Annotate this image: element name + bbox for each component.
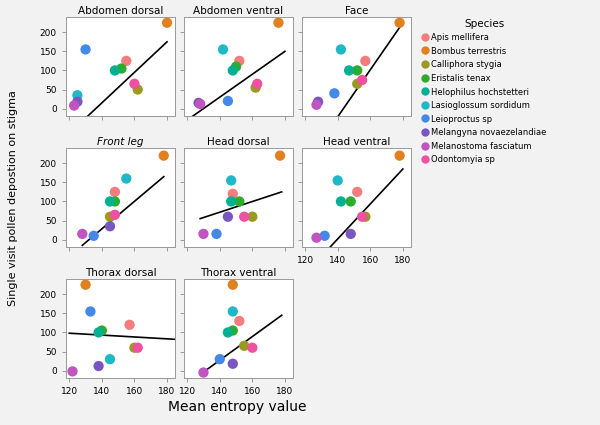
Point (329, 90, 339, 97)
Point (199, 230, 208, 237)
Point (89, 232, 98, 239)
Point (235, 317, 244, 324)
Point (73, 98, 82, 105)
Point (116, 65, 126, 72)
Point (228, 190, 238, 197)
Point (94, 329, 103, 336)
Point (248, 344, 257, 351)
Point (215, 356, 224, 363)
Point (133, 344, 142, 351)
Point (94, 363, 103, 369)
Title: Abdomen ventral: Abdomen ventral (193, 6, 284, 16)
Title: Thorax ventral: Thorax ventral (200, 268, 277, 278)
Point (105, 356, 115, 363)
Point (68, 368, 77, 375)
Title: Head ventral: Head ventral (323, 137, 390, 147)
Point (110, 67, 119, 74)
Point (226, 177, 236, 184)
Point (110, 211, 119, 218)
Point (358, 213, 367, 220)
Point (121, 175, 131, 182)
Point (105, 198, 115, 205)
Point (235, 57, 244, 64)
Point (226, 198, 236, 205)
Point (352, 80, 362, 87)
Point (248, 213, 257, 220)
Point (251, 84, 260, 91)
Title: Face: Face (345, 6, 368, 16)
Point (86, 308, 95, 315)
Point (81, 46, 91, 53)
Point (253, 80, 262, 87)
Point (361, 213, 370, 220)
Point (105, 223, 115, 230)
Title: Abdomen dorsal: Abdomen dorsal (78, 6, 163, 16)
Point (346, 230, 356, 237)
Text: Mean entropy value: Mean entropy value (168, 400, 306, 414)
Point (223, 98, 233, 105)
Point (228, 327, 238, 334)
Point (125, 321, 134, 328)
Point (77, 230, 87, 237)
Point (361, 57, 370, 64)
Point (346, 198, 356, 205)
Point (70, 102, 79, 109)
Point (275, 152, 285, 159)
Point (311, 234, 321, 241)
Point (239, 343, 249, 349)
Point (130, 80, 139, 87)
Point (81, 281, 91, 288)
Point (395, 152, 404, 159)
Point (110, 198, 119, 205)
Point (320, 232, 329, 239)
Point (344, 67, 354, 74)
Point (110, 189, 119, 196)
Point (336, 46, 346, 53)
Point (223, 213, 233, 220)
Point (395, 19, 404, 26)
Point (228, 308, 238, 315)
Point (235, 198, 244, 205)
Point (274, 19, 283, 26)
Point (133, 86, 142, 93)
Point (228, 281, 238, 288)
Point (228, 67, 238, 74)
Point (358, 76, 367, 83)
Point (196, 101, 205, 108)
Point (336, 198, 346, 205)
Point (199, 369, 208, 376)
Text: Single visit pollen depostion on stigma: Single visit pollen depostion on stigma (8, 90, 18, 306)
Point (311, 102, 321, 108)
Point (105, 213, 115, 220)
Title: Head dorsal: Head dorsal (207, 137, 270, 147)
Point (333, 177, 343, 184)
Title: Thorax dorsal: Thorax dorsal (85, 268, 157, 278)
Point (228, 360, 238, 367)
Point (194, 99, 203, 106)
Point (97, 327, 107, 334)
Point (352, 67, 362, 74)
Point (218, 46, 228, 53)
Point (121, 57, 131, 64)
Point (162, 19, 172, 26)
Point (352, 189, 362, 196)
Point (159, 152, 169, 159)
Point (313, 98, 323, 105)
Legend: Apis mellifera, Bombus terrestris, Calliphora stygia, Eristalis tenax, Helophilu: Apis mellifera, Bombus terrestris, Calli… (421, 17, 548, 166)
Point (239, 213, 249, 220)
Point (73, 92, 82, 99)
Point (223, 329, 233, 336)
Point (130, 344, 139, 351)
Point (231, 63, 241, 70)
Title: Front leg: Front leg (97, 137, 144, 147)
Point (212, 230, 221, 237)
